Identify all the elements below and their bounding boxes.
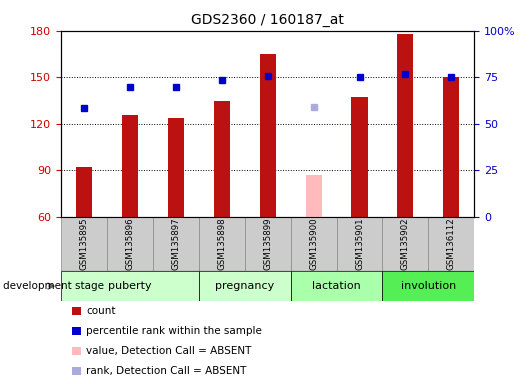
Text: pregnancy: pregnancy — [215, 281, 275, 291]
Text: GSM135899: GSM135899 — [263, 218, 272, 270]
Text: GSM135901: GSM135901 — [355, 217, 364, 270]
Text: count: count — [86, 306, 116, 316]
Bar — [72, 327, 81, 335]
Bar — [398, 34, 413, 217]
Bar — [199, 271, 290, 301]
Bar — [61, 217, 107, 271]
Bar — [76, 167, 92, 217]
Text: GSM135898: GSM135898 — [217, 217, 226, 270]
Bar — [383, 217, 428, 271]
Bar — [61, 271, 199, 301]
Bar — [305, 175, 322, 217]
Bar — [72, 347, 81, 355]
Bar — [351, 98, 368, 217]
Bar — [107, 217, 153, 271]
Bar — [122, 114, 138, 217]
Bar — [290, 271, 383, 301]
Bar — [214, 101, 230, 217]
Bar — [428, 217, 474, 271]
Bar — [337, 217, 383, 271]
Bar — [444, 77, 460, 217]
Text: GSM136112: GSM136112 — [447, 217, 456, 270]
Bar — [199, 217, 245, 271]
Text: puberty: puberty — [108, 281, 152, 291]
Text: lactation: lactation — [312, 281, 361, 291]
Text: development stage: development stage — [3, 281, 104, 291]
Bar — [260, 54, 276, 217]
Bar — [153, 217, 199, 271]
Bar — [167, 118, 184, 217]
Text: GSM135900: GSM135900 — [309, 217, 318, 270]
Text: GSM135897: GSM135897 — [171, 217, 180, 270]
Text: percentile rank within the sample: percentile rank within the sample — [86, 326, 262, 336]
Bar — [245, 217, 290, 271]
Text: value, Detection Call = ABSENT: value, Detection Call = ABSENT — [86, 346, 252, 356]
Text: GSM135902: GSM135902 — [401, 217, 410, 270]
Text: rank, Detection Call = ABSENT: rank, Detection Call = ABSENT — [86, 366, 247, 376]
Bar — [290, 217, 337, 271]
Title: GDS2360 / 160187_at: GDS2360 / 160187_at — [191, 13, 344, 27]
Bar — [72, 367, 81, 375]
Text: involution: involution — [401, 281, 456, 291]
Text: GSM135895: GSM135895 — [80, 217, 89, 270]
Bar — [72, 307, 81, 315]
Bar — [383, 271, 474, 301]
Text: GSM135896: GSM135896 — [126, 217, 134, 270]
